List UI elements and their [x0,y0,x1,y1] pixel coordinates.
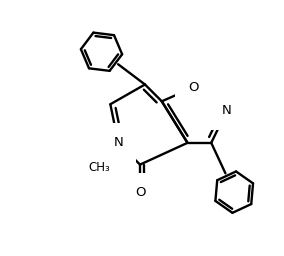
Text: O: O [135,186,145,199]
Text: O: O [188,81,199,94]
Text: N: N [113,136,123,149]
Text: N: N [222,104,232,117]
Text: CH₃: CH₃ [89,161,110,174]
